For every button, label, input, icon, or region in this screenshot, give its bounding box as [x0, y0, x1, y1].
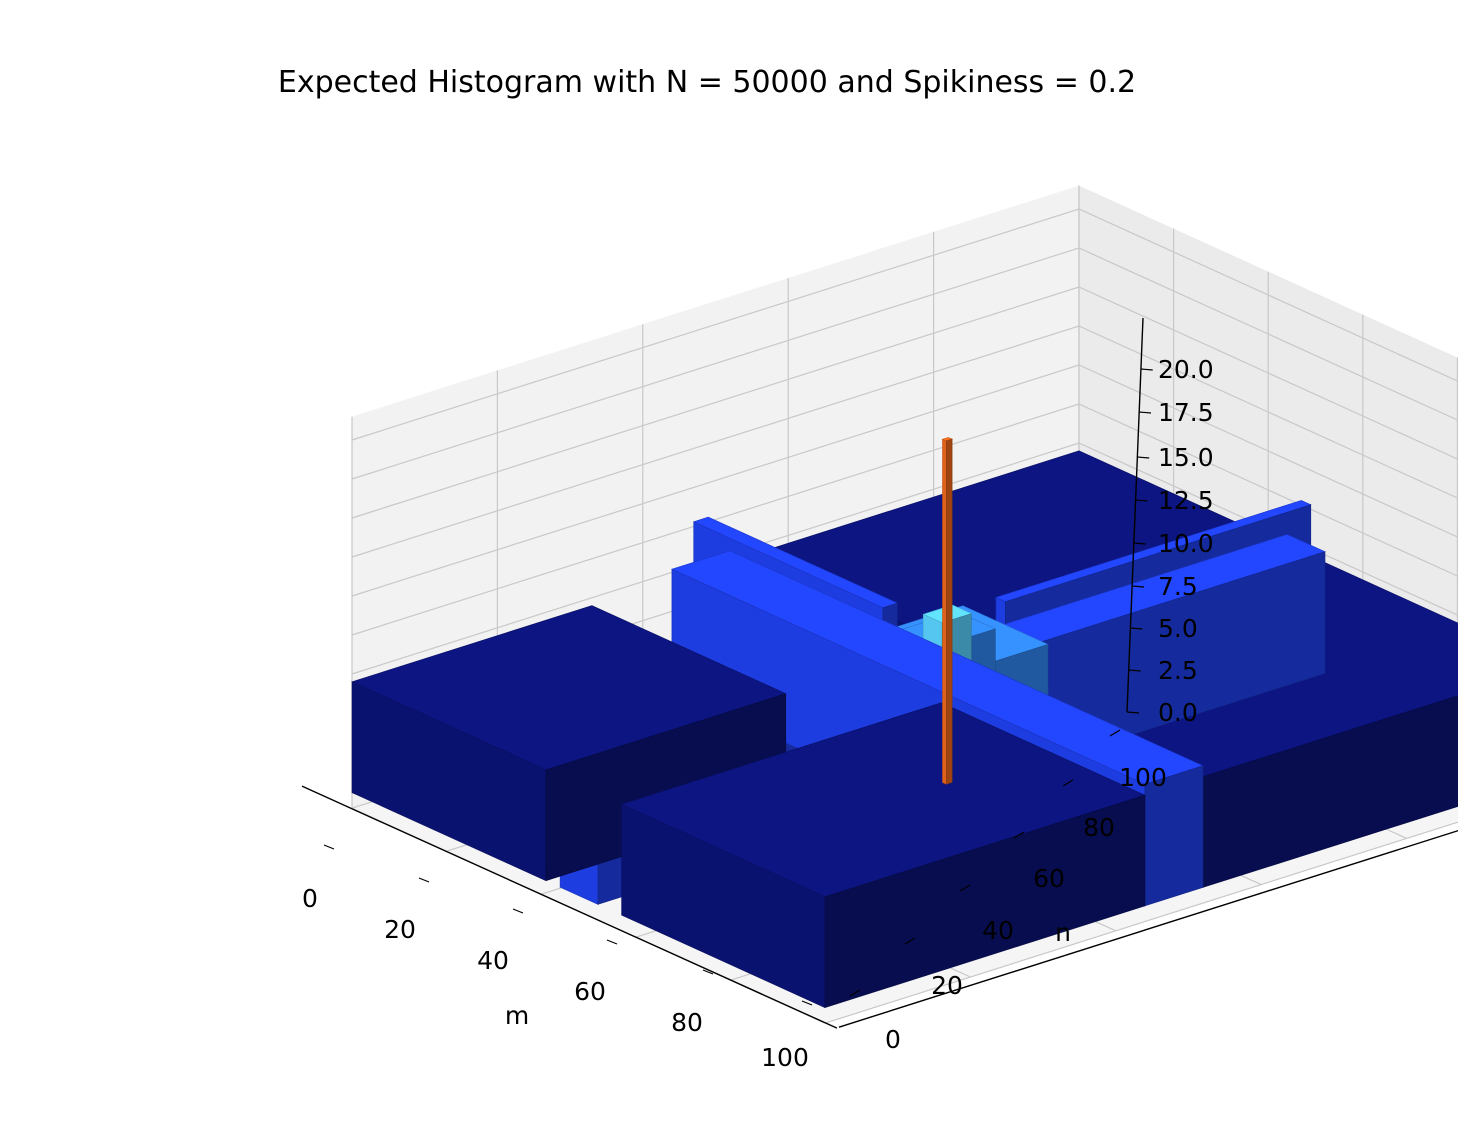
y-tick-mark — [1013, 831, 1025, 839]
z-tick-mark — [1137, 456, 1150, 459]
z-tick-label: 17.5 — [1158, 398, 1214, 427]
x-tick-label: 20 — [384, 915, 416, 944]
x-axis-label: m — [505, 1001, 529, 1030]
grid-line-z — [351, 442, 1458, 675]
y-tick-mark — [1109, 729, 1121, 737]
z-tick-mark — [1128, 669, 1141, 672]
x-tick-mark — [512, 908, 524, 914]
grid-line-x — [824, 821, 1458, 1024]
base-front-right-right — [824, 794, 1146, 1009]
y-tick-label: 80 — [1083, 813, 1115, 842]
spike-bar — [941, 437, 953, 785]
z-tick-mark — [1130, 627, 1143, 630]
grid-line-z — [351, 208, 1458, 441]
x-tick-mark — [606, 939, 618, 945]
x-tick-label: 0 — [302, 884, 318, 913]
y-tick-label: 40 — [982, 916, 1014, 945]
grid-line-z — [351, 286, 1458, 519]
z-tick-label: 12.5 — [1158, 486, 1214, 515]
x-tick-mark — [702, 969, 714, 975]
x-tick-label: 40 — [477, 946, 509, 975]
z-tick-label: 15.0 — [1158, 443, 1214, 472]
y-tick-label: 100 — [1119, 763, 1167, 792]
z-tick-mark — [1135, 499, 1148, 502]
z-tick-label: 5.0 — [1158, 614, 1198, 643]
base-front-left — [351, 605, 787, 882]
y-tick-mark — [904, 937, 916, 945]
y-axis-label: n — [1055, 918, 1071, 947]
x-tick-mark — [418, 877, 430, 883]
base-front-right — [620, 702, 1146, 1009]
bars-layer — [351, 437, 1458, 1009]
z-tick-label: 7.5 — [1158, 572, 1198, 601]
z-tick-label: 0.0 — [1158, 698, 1198, 727]
y-axis-line — [838, 829, 1458, 1028]
y-tick-mark — [959, 884, 971, 892]
tick-labels: 0204060801000204060801000.02.55.07.510.0… — [302, 355, 1214, 1072]
spike-bar-right — [945, 438, 953, 785]
y-tick-mark — [1062, 779, 1074, 787]
z-tick-mark — [1138, 411, 1152, 414]
x-axis-line — [301, 785, 838, 1029]
axis-lines — [301, 317, 1458, 1029]
z-tick-mark — [1133, 542, 1146, 545]
y-tick-label: 60 — [1033, 864, 1065, 893]
grid-line-z — [351, 364, 1458, 597]
z-tick-mark — [1126, 711, 1140, 714]
z-tick-mark — [1131, 585, 1145, 588]
chart-title: Expected Histogram with N = 50000 and Sp… — [278, 65, 1136, 100]
x-tick-label: 80 — [671, 1008, 703, 1037]
z-tick-label: 10.0 — [1158, 529, 1214, 558]
x-tick-mark — [801, 1000, 813, 1006]
x-tick-mark — [323, 844, 335, 850]
x-tick-label: 60 — [574, 977, 606, 1006]
y-tick-label: 20 — [931, 971, 963, 1000]
y-tick-mark — [849, 989, 861, 997]
spike-bar-front — [942, 438, 947, 785]
grid-line-z — [351, 247, 1458, 480]
z-axis-line — [1126, 317, 1144, 713]
grid-line-z — [351, 325, 1458, 558]
grid-line-z — [351, 403, 1458, 636]
x-tick-label: 100 — [761, 1043, 809, 1072]
y-tick-label: 0 — [885, 1025, 901, 1054]
z-tick-label: 2.5 — [1158, 656, 1198, 685]
z-tick-label: 20.0 — [1158, 355, 1214, 384]
z-tick-mark — [1140, 368, 1153, 371]
